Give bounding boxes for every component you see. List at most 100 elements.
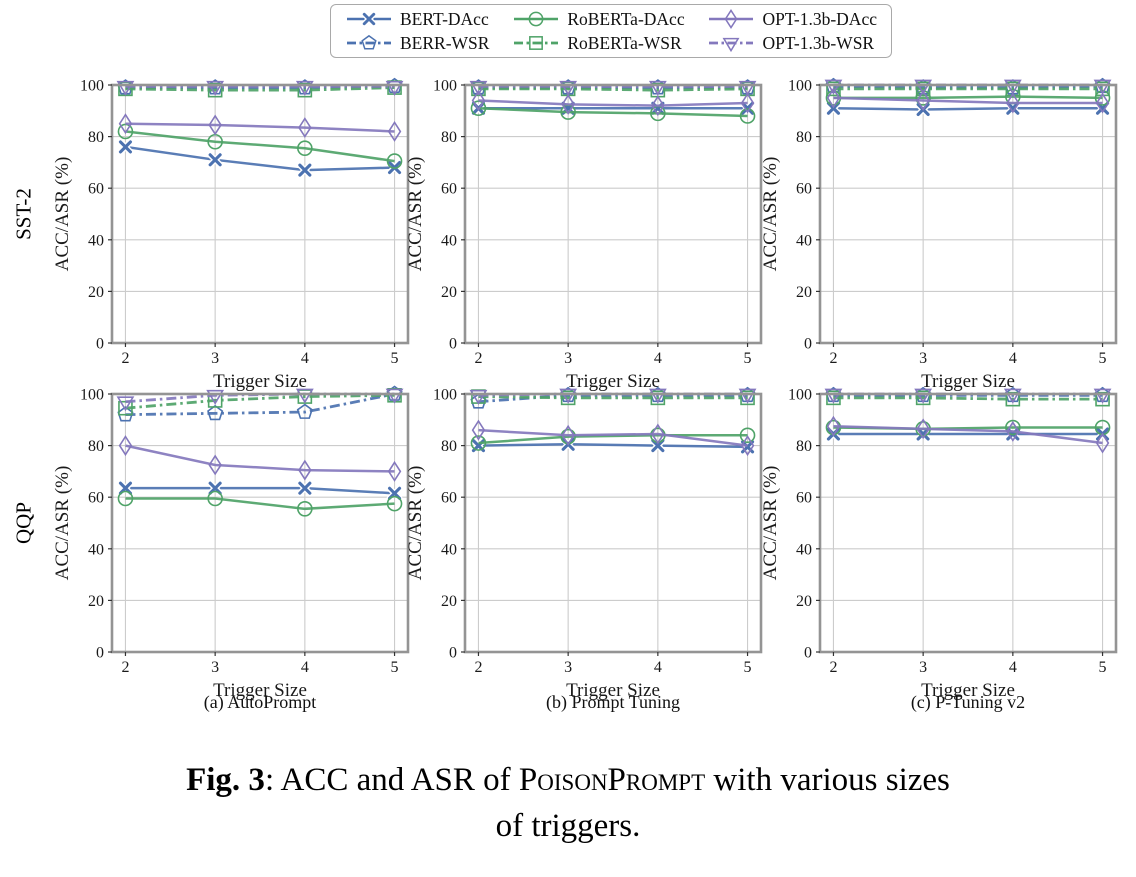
y-tick-label: 40 (441, 541, 457, 558)
triangle-down-marker-icon (1003, 388, 1022, 404)
y-tick-label: 60 (88, 490, 104, 507)
x-tick-label: 2 (474, 350, 482, 367)
x-marker-icon (207, 151, 224, 168)
series-line-RoBERTa-DAcc (125, 497, 395, 511)
y-tick-label: 80 (441, 438, 457, 455)
x-tick-label: 5 (744, 659, 752, 676)
diamond-glyph (208, 114, 222, 136)
diamond-glyph (561, 93, 575, 115)
pentagon-glyph (296, 403, 313, 419)
plot-frame (818, 83, 1118, 345)
x-marker-icon (296, 480, 313, 497)
series-line-OPT-1.3b-DAcc (833, 425, 1103, 445)
diamond-glyph (916, 418, 930, 440)
square-marker-icon (740, 390, 755, 406)
circle-glyph (1005, 419, 1021, 436)
y-tick-label: 100 (433, 387, 457, 404)
diamond-glyph (725, 9, 738, 29)
x-tick-label: 3 (564, 659, 572, 676)
triangle-down-glyph (1003, 79, 1022, 95)
chart-svg: 2 3 4 5 0 20 40 60 80 100 Trigger Size ACC/ASR (%) (760, 387, 1118, 701)
y-tick-label: 60 (441, 181, 457, 198)
y-tick-label: 80 (88, 438, 104, 455)
triangle-down-marker-icon (206, 389, 225, 405)
triangle-down-glyph (648, 80, 667, 96)
circle-marker-icon (528, 11, 544, 27)
triangle-down-glyph (385, 388, 404, 404)
legend-label: RoBERTa-WSR (567, 32, 682, 53)
triangle-down-marker-icon (914, 388, 933, 404)
diamond-glyph (561, 424, 575, 446)
diamond-glyph (740, 92, 755, 114)
legend-label: BERR-WSR (400, 32, 490, 53)
triangle-down-glyph (295, 80, 314, 96)
square-marker-icon (826, 390, 841, 406)
triangle-down-marker-icon (385, 388, 404, 404)
diamond-marker-icon (826, 415, 841, 437)
circle-marker-icon (297, 140, 313, 157)
triangle-down-marker-icon (295, 388, 314, 404)
diamond-marker-icon (1006, 420, 1020, 442)
square-marker-icon (207, 82, 223, 98)
circle-glyph (297, 140, 313, 157)
legend-item-opt-dacc: OPT-1.3b-DAcc (707, 8, 877, 31)
triangle-down-marker-icon (722, 37, 740, 53)
triangle-down-marker-icon (559, 80, 578, 96)
diamond-marker-icon (561, 424, 575, 446)
x-tick-label: 2 (121, 350, 129, 367)
square-marker-icon (297, 82, 313, 98)
y-tick-label: 60 (796, 181, 812, 198)
bert-dacc-line-marker-icon (347, 11, 391, 27)
x-marker-glyph (916, 427, 930, 441)
legend-column-opt: OPT-1.3b-DAcc OPT-1.3b-WSR (707, 8, 877, 55)
diamond-marker-icon (387, 460, 402, 482)
diamond-glyph (1006, 92, 1020, 114)
triangle-down-glyph (1003, 388, 1022, 404)
circle-marker-icon (207, 490, 223, 507)
x-axis-label: Trigger Size (921, 680, 1015, 701)
series-line-OPT-1.3b-DAcc (125, 122, 395, 133)
pentagon-marker-icon (207, 404, 224, 421)
subplot-qqp-autoprompt: 2 3 4 5 0 20 40 60 80 100 Trigger Size ACC/ASR (%) (28, 384, 424, 720)
caption-separator: : (264, 762, 281, 798)
diamond-marker-icon (208, 454, 222, 476)
x-tick-label: 4 (654, 659, 662, 676)
square-glyph (826, 390, 841, 406)
x-marker-glyph (1006, 101, 1020, 115)
x-tick-label: 2 (121, 659, 129, 676)
y-tick-label: 60 (88, 181, 104, 198)
plot-frame (110, 392, 410, 654)
diamond-glyph (740, 435, 755, 457)
triangle-down-marker-icon (1003, 79, 1022, 95)
y-tick-label: 40 (796, 541, 812, 558)
plot-frame (818, 392, 1118, 654)
triangle-down-glyph (722, 37, 740, 53)
x-axis-label: Trigger Size (213, 680, 307, 701)
diamond-glyph (1095, 92, 1110, 114)
triangle-down-marker-icon (824, 79, 843, 95)
triangle-down-marker-icon (469, 80, 488, 96)
x-marker-icon (915, 425, 932, 442)
x-tick-label: 2 (829, 659, 837, 676)
triangle-down-glyph (648, 388, 667, 404)
circle-marker-icon (297, 501, 313, 517)
y-tick-label: 20 (441, 593, 457, 610)
y-tick-label: 40 (88, 232, 104, 249)
diamond-glyph (387, 120, 402, 142)
series-line-RoBERTa-DAcc (833, 95, 1103, 100)
circle-marker-icon (739, 108, 756, 124)
x-marker-glyph (362, 12, 376, 26)
plot-frame (463, 83, 763, 345)
roberta-wsr-line-marker-icon (514, 36, 559, 50)
y-tick-label: 80 (796, 129, 812, 146)
diamond-marker-icon (916, 418, 930, 440)
x-marker-glyph (298, 163, 312, 177)
diamond-marker-icon (1095, 432, 1110, 454)
y-tick-label: 100 (788, 78, 812, 95)
triangle-down-glyph (1093, 79, 1112, 95)
x-tick-label: 4 (301, 659, 309, 676)
y-tick-label: 0 (449, 336, 457, 353)
square-glyph (529, 36, 544, 50)
diamond-marker-icon (1095, 92, 1110, 114)
pentagon-marker-icon (361, 34, 377, 50)
